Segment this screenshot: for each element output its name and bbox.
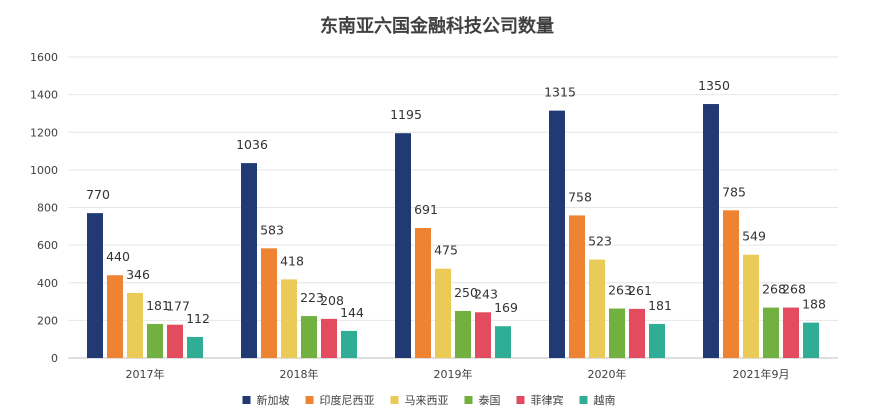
legend-swatch — [305, 396, 314, 404]
data-label: 223 — [300, 290, 324, 305]
bar — [803, 322, 819, 358]
bar — [703, 104, 719, 358]
data-label: 1315 — [544, 85, 576, 100]
y-tick-label: 0 — [51, 352, 58, 365]
bar — [301, 316, 317, 358]
bar — [87, 213, 103, 358]
bar — [241, 163, 257, 358]
data-label: 583 — [260, 222, 284, 237]
data-label: 144 — [340, 305, 364, 320]
legend-label: 印度尼西亚 — [320, 393, 375, 407]
bar — [455, 310, 471, 358]
data-label: 250 — [454, 285, 478, 300]
y-tick-label: 400 — [37, 277, 58, 290]
bar — [321, 318, 337, 358]
bar — [395, 133, 411, 358]
data-label: 691 — [414, 202, 438, 217]
data-label: 112 — [186, 311, 210, 326]
legend-label: 泰国 — [479, 393, 501, 407]
data-label: 1036 — [236, 137, 268, 152]
bar — [763, 307, 779, 358]
data-label: 346 — [126, 267, 150, 282]
legend-swatch — [516, 396, 525, 404]
bar — [415, 228, 431, 358]
data-label: 261 — [628, 283, 652, 298]
y-tick-label: 1000 — [30, 164, 58, 177]
bar — [723, 210, 739, 358]
x-tick-label: 2019年 — [434, 367, 473, 381]
bar — [569, 215, 585, 358]
bar — [147, 323, 163, 358]
data-label: 1195 — [390, 107, 422, 122]
data-label: 785 — [722, 184, 746, 199]
y-tick-label: 800 — [37, 202, 58, 215]
legend-label: 越南 — [594, 393, 616, 407]
data-label: 268 — [762, 282, 786, 297]
data-label: 549 — [742, 229, 766, 244]
x-tick-label: 2020年 — [588, 367, 627, 381]
bar — [107, 275, 123, 358]
y-tick-label: 1200 — [30, 126, 58, 139]
bar — [187, 336, 203, 358]
bar — [629, 308, 645, 358]
bar — [475, 312, 491, 358]
data-label: 208 — [320, 293, 344, 308]
y-tick-label: 1400 — [30, 89, 58, 102]
bar — [589, 259, 605, 358]
data-label: 177 — [166, 299, 190, 314]
chart-title: 东南亚六国金融科技公司数量 — [320, 16, 554, 37]
data-label: 188 — [802, 297, 826, 312]
data-label: 475 — [434, 243, 458, 258]
data-label: 263 — [608, 283, 632, 298]
bar — [609, 308, 625, 358]
legend-swatch — [464, 396, 473, 404]
y-tick-label: 1600 — [30, 51, 58, 64]
bar — [341, 330, 357, 358]
legend-label: 新加坡 — [257, 393, 290, 407]
data-label: 243 — [474, 286, 498, 301]
bar — [783, 307, 799, 358]
bar — [495, 326, 511, 358]
x-tick-label: 2018年 — [280, 367, 319, 381]
data-label: 523 — [588, 234, 612, 249]
legend-swatch — [579, 396, 588, 404]
bar — [281, 279, 297, 358]
bar — [435, 268, 451, 358]
data-label: 418 — [280, 253, 304, 268]
data-label: 440 — [106, 249, 130, 264]
bar — [649, 323, 665, 358]
data-label: 268 — [782, 282, 806, 297]
data-label: 169 — [494, 300, 518, 315]
data-label: 758 — [568, 189, 592, 204]
bar — [743, 254, 759, 358]
y-tick-label: 600 — [37, 239, 58, 252]
legend-swatch — [242, 396, 251, 404]
legend-label: 马来西亚 — [405, 394, 449, 407]
data-label: 181 — [648, 298, 672, 313]
bar — [127, 292, 143, 358]
bar — [549, 110, 565, 358]
data-label: 770 — [86, 187, 110, 202]
bar — [167, 324, 183, 358]
x-tick-label: 2017年 — [126, 367, 165, 381]
data-label: 1350 — [698, 78, 730, 93]
bar — [261, 248, 277, 358]
data-label: 181 — [146, 298, 170, 313]
legend-label: 菲律宾 — [531, 393, 564, 407]
x-tick-label: 2021年9月 — [733, 367, 790, 381]
y-tick-label: 200 — [37, 314, 58, 327]
legend-swatch — [390, 396, 399, 404]
